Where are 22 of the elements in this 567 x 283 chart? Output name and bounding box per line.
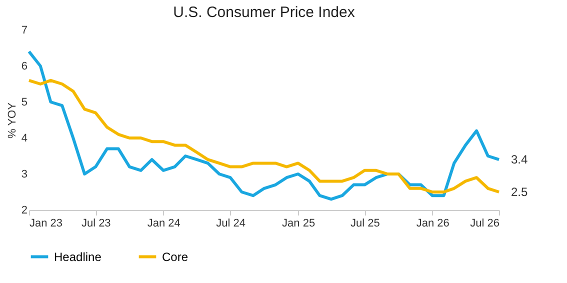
x-tick-label: Jan 25 xyxy=(282,218,316,230)
line-series xyxy=(28,50,500,201)
y-tick-label: 6 xyxy=(21,60,28,72)
y-tick-label: 3 xyxy=(21,168,28,180)
y-tick-label: 4 xyxy=(21,132,28,144)
y-axis-title: % YOY xyxy=(6,102,18,138)
x-tick-label: Jan 23 xyxy=(30,218,63,230)
x-tick-label: Jul 24 xyxy=(216,218,246,230)
x-tick-label: Jan 26 xyxy=(416,218,450,230)
x-tick-label: Jul 23 xyxy=(81,218,111,230)
legend-label: Headline xyxy=(54,250,102,264)
y-tick-label: 7 xyxy=(21,24,28,36)
y-tick-label: 2 xyxy=(21,204,28,216)
x-tick-label: Jul 25 xyxy=(350,218,380,230)
annotation: 2.5 xyxy=(511,185,528,199)
annotation: 3.4 xyxy=(511,152,528,167)
y-tick-label: 5 xyxy=(21,96,28,108)
line-series xyxy=(28,78,500,194)
x-tick-label: Jul 26 xyxy=(470,218,500,230)
chart-title: U.S. Consumer Price Index xyxy=(173,4,356,21)
legend-label: Core xyxy=(162,250,188,264)
x-tick-label: Jan 24 xyxy=(147,218,180,230)
